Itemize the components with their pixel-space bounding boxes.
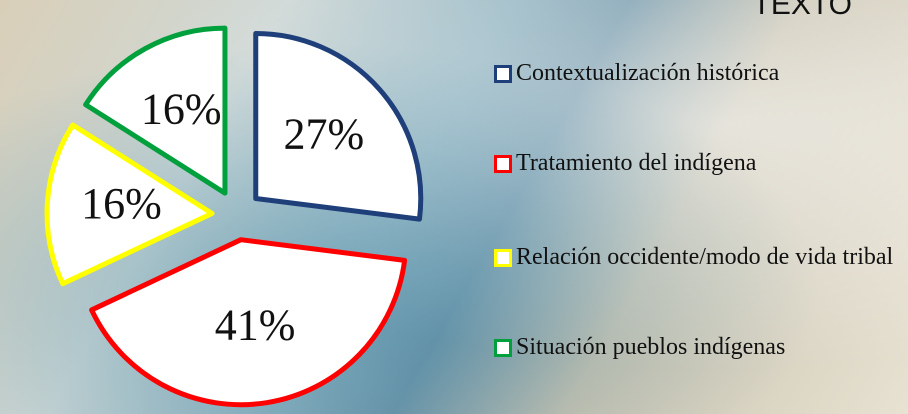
legend-swatch bbox=[494, 155, 512, 173]
legend-label: Situación pueblos indígenas bbox=[516, 334, 786, 360]
chart-title: TEXTO bbox=[752, 0, 852, 21]
data-label: 27% bbox=[283, 110, 364, 159]
pie-slice bbox=[44, 122, 215, 287]
pie-slice bbox=[89, 237, 408, 408]
legend-item: Relación occidente/modo de vida tribal bbox=[494, 242, 894, 272]
legend-label: Contextualización histórica bbox=[516, 60, 780, 86]
data-label: 16% bbox=[141, 85, 222, 134]
legend-label: Relación occidente/modo de vida tribal bbox=[516, 244, 894, 270]
legend-item: Tratamiento del indígena bbox=[494, 148, 894, 178]
legend-item: Situación pueblos indígenas bbox=[494, 332, 894, 362]
legend-item: Contextualización histórica bbox=[494, 58, 894, 88]
pie-slice bbox=[83, 25, 228, 196]
legend-label: Tratamiento del indígena bbox=[516, 150, 757, 176]
data-label: 41% bbox=[215, 300, 296, 349]
legend-swatch bbox=[494, 65, 512, 83]
legend-swatch bbox=[494, 249, 512, 267]
pie-slice bbox=[253, 30, 424, 222]
data-label: 16% bbox=[81, 179, 162, 228]
legend-swatch bbox=[494, 339, 512, 357]
